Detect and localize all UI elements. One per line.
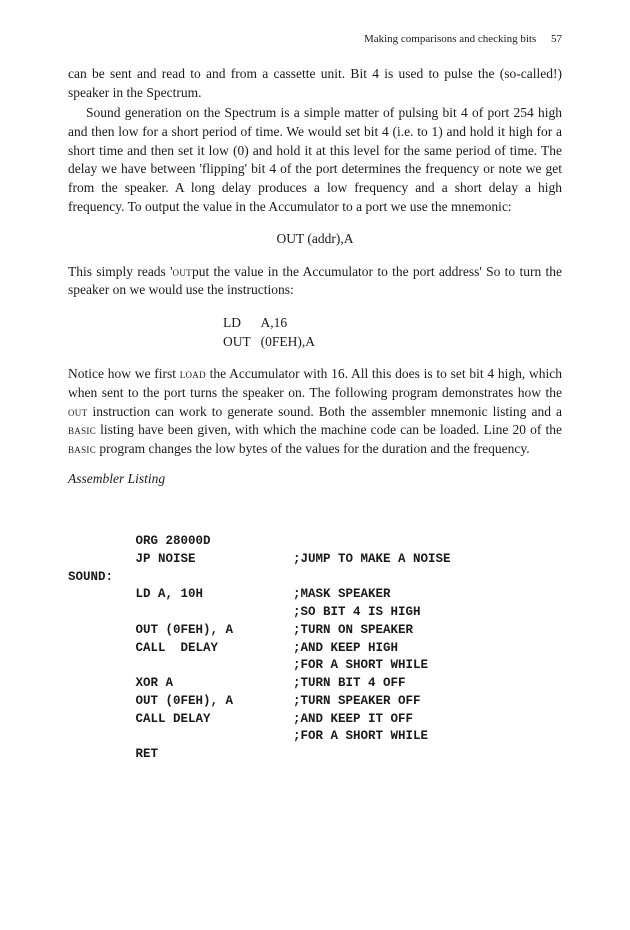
smallcaps-out: out	[173, 264, 192, 279]
smallcaps-load: load	[180, 366, 206, 381]
text-run: Notice how we first	[68, 366, 180, 381]
code-inline-2: LD A,16 OUT (0FEH),A	[223, 314, 562, 351]
code-inline-1: OUT (addr),A	[68, 230, 562, 249]
page-header: Making comparisons and checking bits 57	[68, 32, 562, 47]
header-title: Making comparisons and checking bits	[364, 33, 536, 45]
text-run: This simply reads '	[68, 264, 173, 279]
body-paragraph-3: Notice how we first load the Accumulator…	[68, 365, 562, 458]
text-run: instruction can work to generate sound. …	[87, 404, 562, 419]
smallcaps-basic: basic	[68, 441, 96, 456]
assembler-listing: ORG 28000D JP NOISE ;JUMP TO MAKE A NOIS…	[68, 533, 562, 764]
body-paragraph-1b: Sound generation on the Spectrum is a si…	[68, 104, 562, 216]
body-paragraph-1a: can be sent and read to and from a casse…	[68, 65, 562, 102]
text-run: listing have been given, with which the …	[96, 422, 562, 437]
text-run: program changes the low bytes of the val…	[96, 441, 530, 456]
smallcaps-out: out	[68, 404, 87, 419]
assembler-listing-heading: Assembler Listing	[68, 470, 562, 489]
body-paragraph-2: This simply reads 'output the value in t…	[68, 263, 562, 300]
header-page-number: 57	[551, 33, 562, 45]
smallcaps-basic: basic	[68, 422, 96, 437]
